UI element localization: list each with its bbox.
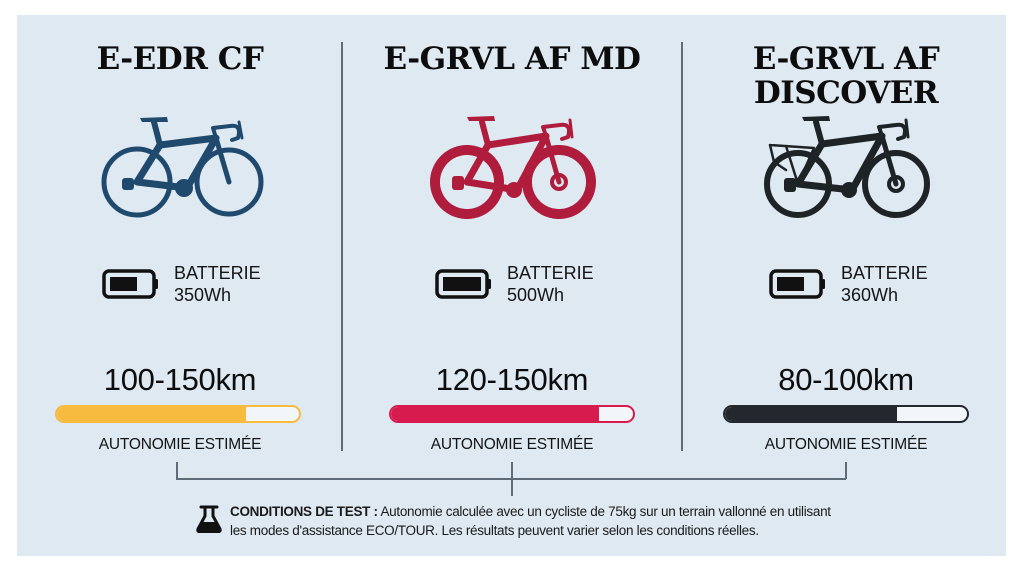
range-bar (55, 405, 301, 423)
battery-label: BATTERIE (174, 263, 261, 283)
column-divider (341, 42, 343, 451)
range-bar-fill (725, 407, 897, 421)
range-bar (723, 405, 969, 423)
battery-info: BATTERIE 500Wh (435, 262, 594, 306)
column-divider (681, 42, 683, 451)
model-column-e-grvl-af-md: E-GRVL AF MD BATTERIE 500Wh (352, 0, 672, 460)
range-bar-fill (391, 407, 600, 421)
range-value: 100-150km (103, 362, 257, 397)
bracket-tick (176, 462, 178, 479)
bracket-tick (511, 462, 513, 496)
battery-info: BATTERIE 360Wh (769, 262, 928, 306)
battery-info: BATTERIE 350Wh (102, 262, 261, 306)
model-column-e-grvl-af-discover: E-GRVL AF DISCOVER BATTERIE (686, 0, 1006, 460)
battery-icon (435, 269, 493, 299)
battery-icon (769, 269, 827, 299)
model-column-e-edr-cf: E-EDR CF BATTERIE 350Wh 100-150k (20, 0, 340, 460)
model-title: E-GRVL AF DISCOVER (686, 42, 1006, 110)
range-caption: AUTONOMIE ESTIMÉE (430, 436, 594, 453)
range-bar (389, 405, 635, 423)
model-title: E-GRVL AF MD (383, 41, 641, 77)
battery-icon (102, 269, 160, 299)
note-heading: CONDITIONS DE TEST : (230, 504, 378, 519)
battery-value: 350Wh (174, 285, 232, 305)
range-caption: AUTONOMIE ESTIMÉE (98, 436, 262, 453)
test-conditions-note: CONDITIONS DE TEST : Autonomie calculée … (230, 502, 850, 540)
range-bar-fill (57, 407, 246, 421)
battery-value: 360Wh (841, 285, 899, 305)
model-title-line2: DISCOVER (753, 75, 939, 111)
model-title: E-EDR CF (96, 41, 264, 77)
road-bike-icon (101, 117, 264, 218)
range-value: 120-150km (435, 362, 589, 397)
bracket-tick (845, 462, 847, 479)
gravel-bike-icon (430, 116, 596, 219)
battery-label: BATTERIE (841, 263, 928, 283)
battery-label: BATTERIE (507, 263, 594, 283)
touring-bike-icon (764, 116, 930, 218)
battery-value: 500Wh (507, 285, 565, 305)
flask-icon (196, 505, 222, 533)
range-caption: AUTONOMIE ESTIMÉE (764, 436, 928, 453)
range-value: 80-100km (778, 362, 914, 397)
note-text: Autonomie calculée avec un cycliste de 7… (230, 504, 831, 538)
model-title-line1: E-GRVL AF (752, 41, 940, 77)
